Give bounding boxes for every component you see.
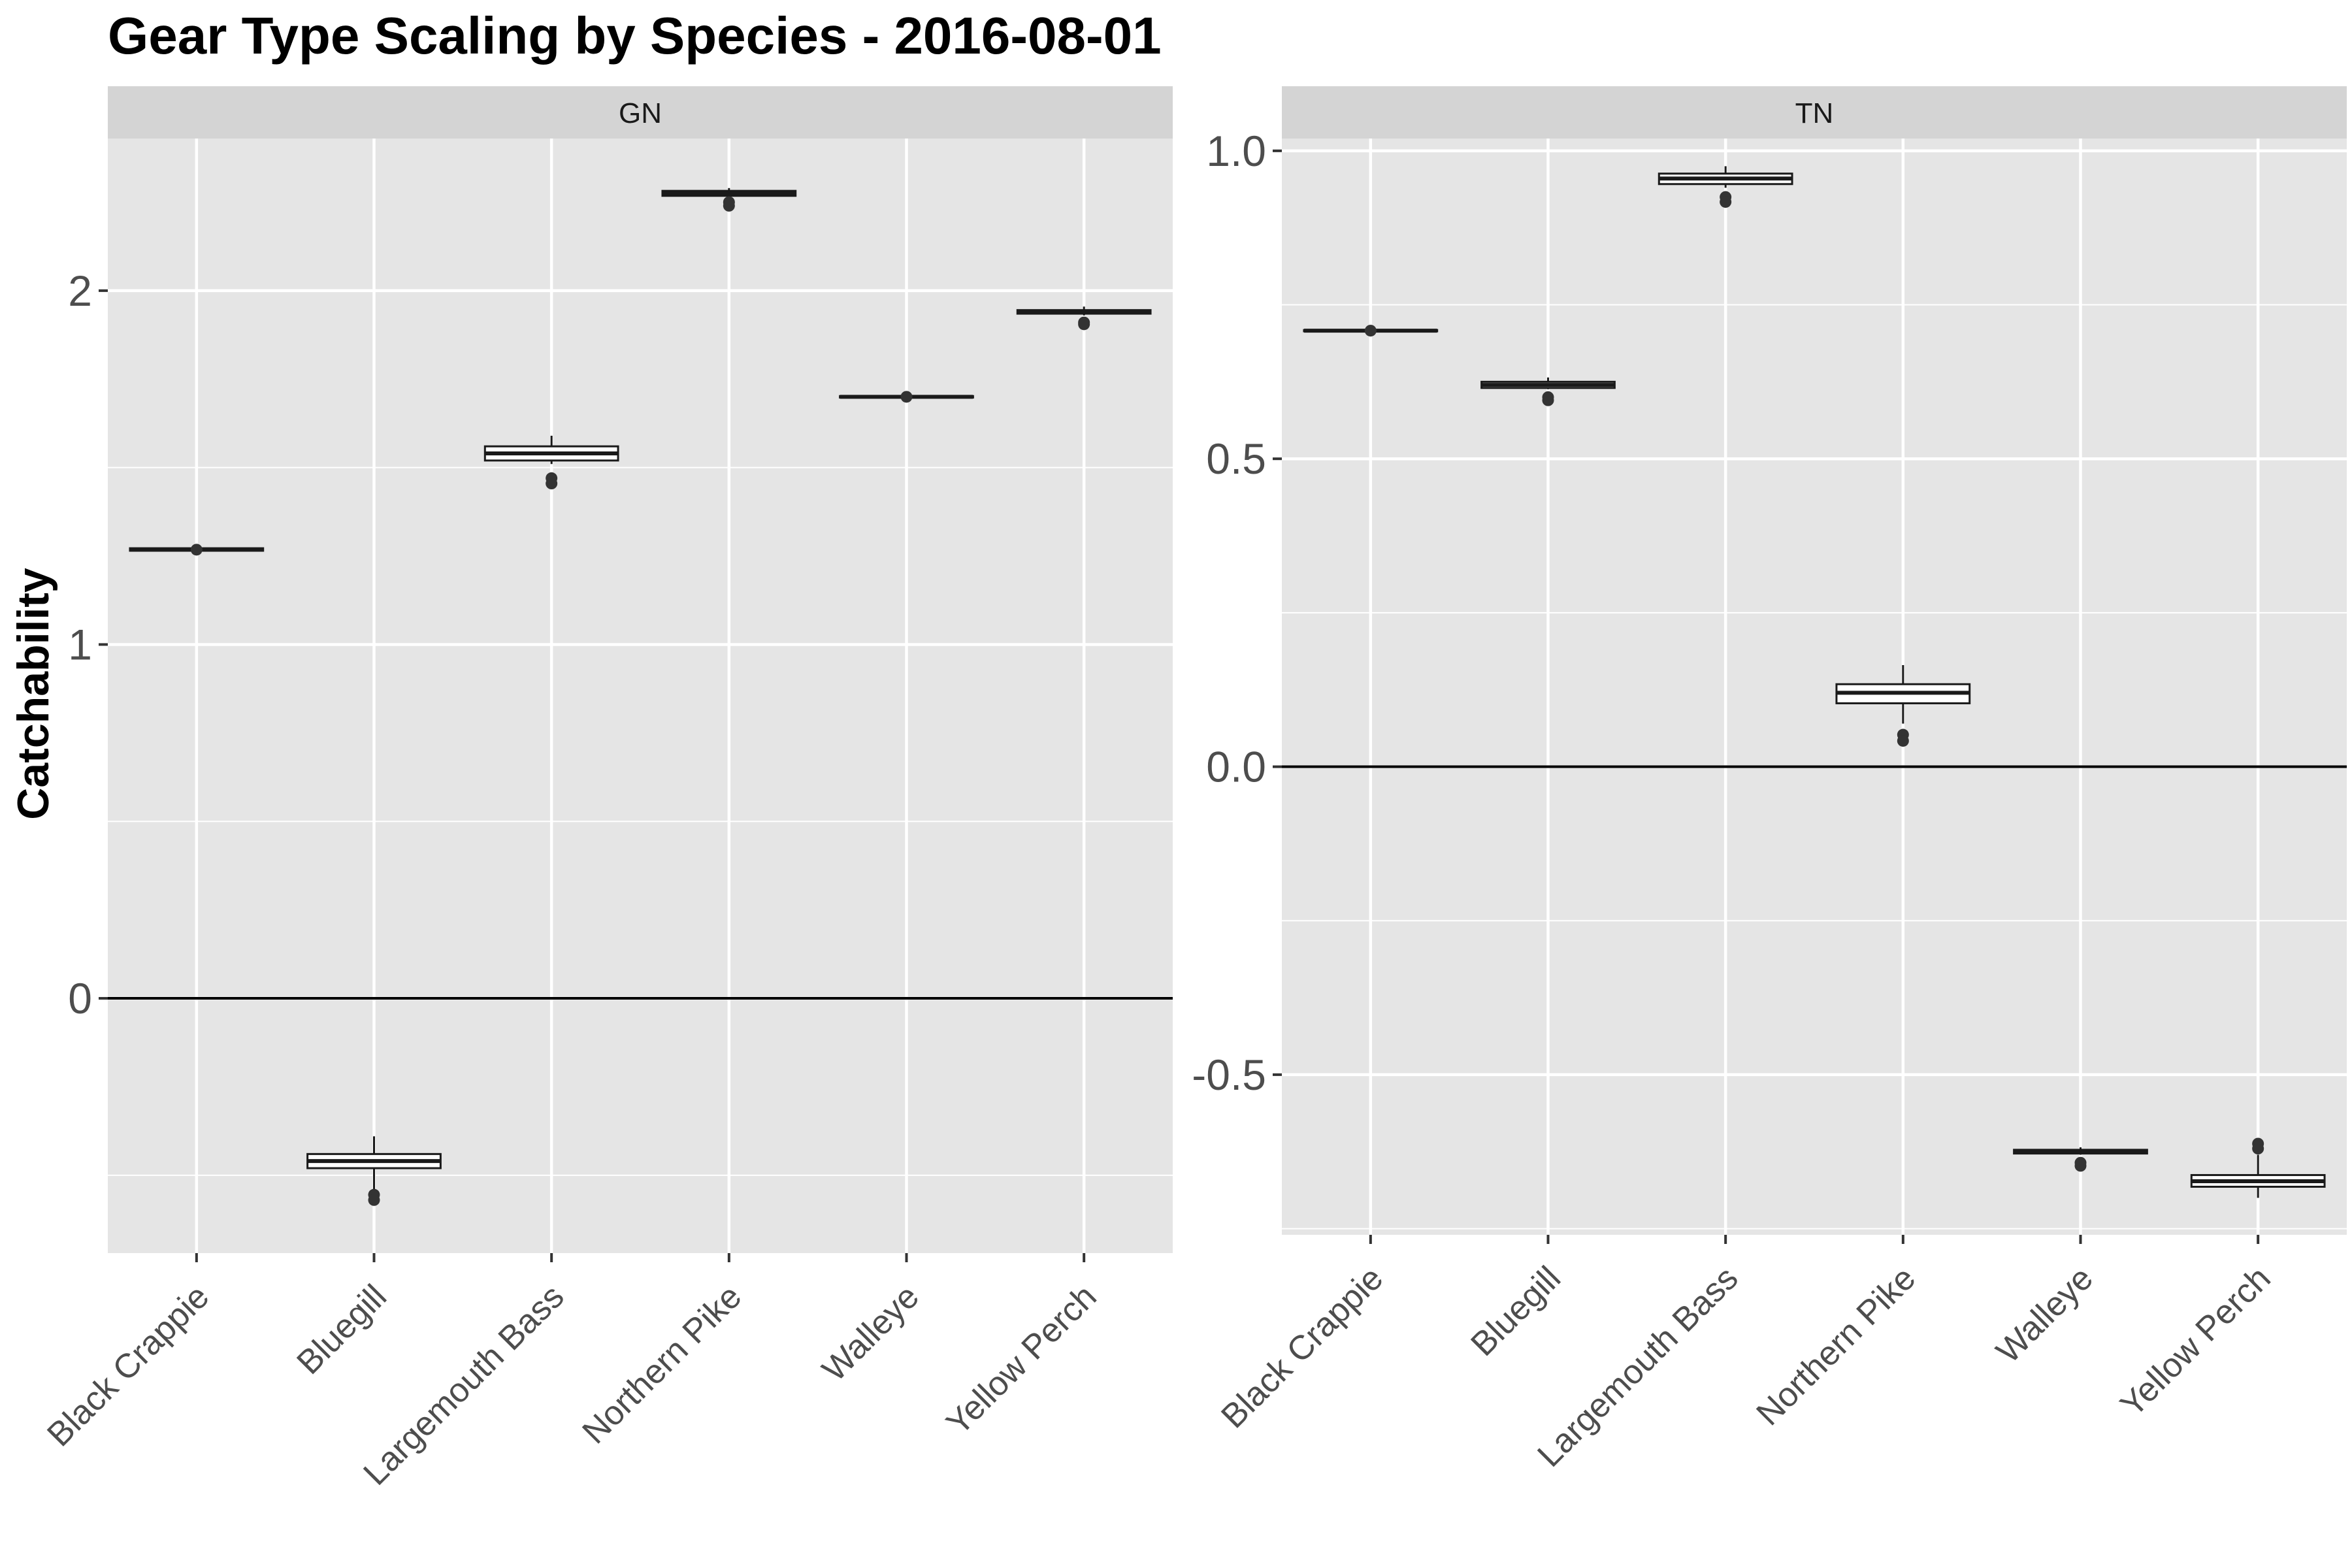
x-tick-label: Black Crappie xyxy=(1214,1259,1390,1435)
x-tick-label: Northern Pike xyxy=(1750,1259,1923,1433)
y-axis-label: Catchability xyxy=(8,568,58,820)
y-tick-label: 1.0 xyxy=(1206,127,1266,175)
outlier-point xyxy=(190,544,203,556)
y-tick-label: -0.5 xyxy=(1192,1051,1266,1099)
facet-strip-label: TN xyxy=(1795,97,1834,129)
facet-strip-label: GN xyxy=(619,97,662,129)
boxplot-walleye xyxy=(2013,1147,2148,1172)
boxplot-largemouth-bass xyxy=(1658,166,1793,208)
outlier-point xyxy=(723,196,735,208)
panel-background xyxy=(1282,139,2347,1235)
y-tick-label: 1 xyxy=(68,620,92,668)
y-tick-label: 2 xyxy=(68,267,92,315)
boxplot-yellow-perch xyxy=(1016,306,1152,331)
boxplot-northern-pike xyxy=(1835,665,1971,747)
outlier-point xyxy=(900,391,913,403)
x-tick-label: Yellow Perch xyxy=(939,1277,1103,1442)
boxplot-northern-pike xyxy=(661,188,797,212)
facet-panel-tn: TN -0.5 0.0 0.5 1.0 Black Crappie BluegillLarg… xyxy=(1192,86,2347,1475)
facet-strip xyxy=(108,86,1173,139)
boxplot-bluegill xyxy=(1480,377,1616,406)
x-tick-label: Largemouth Bass xyxy=(1530,1259,1745,1474)
y-tick-label: 0.0 xyxy=(1206,743,1266,791)
outlier-point xyxy=(2074,1160,2087,1172)
x-tick-label: Walleye xyxy=(815,1277,926,1388)
x-tick-label: Yellow Perch xyxy=(2113,1259,2278,1424)
outlier-point xyxy=(1078,318,1090,331)
boxplot-black-crappie xyxy=(129,544,265,556)
x-tick-label: Black Crappie xyxy=(40,1277,216,1454)
panel-background xyxy=(108,139,1173,1253)
y-tick-label: 0 xyxy=(68,974,92,1022)
x-tick-label: Northern Pike xyxy=(576,1277,749,1451)
y-tick-label: 0.5 xyxy=(1206,434,1266,483)
outlier-point xyxy=(2252,1143,2264,1155)
boxplot-walleye xyxy=(839,391,974,403)
boxplot-bluegill xyxy=(306,1136,442,1206)
outlier-point xyxy=(1897,734,1909,747)
boxplot-largemouth-bass xyxy=(483,435,619,490)
x-tick-label: Walleye xyxy=(1989,1259,2100,1370)
boxplot-yellow-perch xyxy=(2190,1137,2326,1198)
boxplot-black-crappie xyxy=(1303,325,1439,337)
outlier-point xyxy=(1720,196,1732,208)
chart-title: Gear Type Scaling by Species - 2016-08-0… xyxy=(108,7,1162,65)
facet-strip xyxy=(1282,86,2347,139)
outlier-point xyxy=(1542,394,1554,406)
outlier-point xyxy=(368,1194,380,1206)
outlier-point xyxy=(546,478,558,490)
x-tick-label: Bluegill xyxy=(1463,1259,1568,1364)
x-tick-label: Largemouth Bass xyxy=(356,1277,571,1492)
x-tick-label: Bluegill xyxy=(289,1277,394,1382)
outlier-point xyxy=(1364,325,1377,337)
